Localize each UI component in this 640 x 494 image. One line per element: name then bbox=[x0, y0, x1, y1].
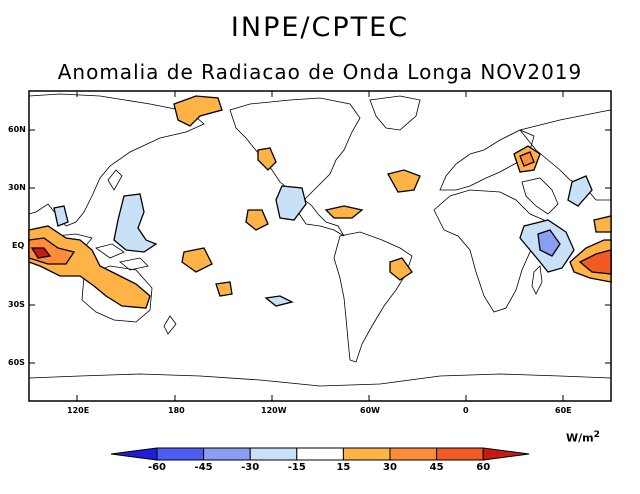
anomaly-east-africa-core bbox=[537, 229, 561, 257]
lat-label-60n: 60N bbox=[8, 125, 26, 134]
institution-title: INPE/CPTEC bbox=[230, 12, 410, 43]
negative-anomalies bbox=[53, 175, 593, 307]
anomaly-aleutians bbox=[173, 95, 223, 127]
anomaly-indonesia-core bbox=[30, 247, 52, 259]
anomaly-indian-ocean-core bbox=[578, 249, 612, 275]
anomaly-west-pacific bbox=[113, 193, 158, 253]
legend-tick-label: -60 bbox=[148, 462, 166, 473]
anomaly-south-pacific-small bbox=[215, 281, 233, 297]
legend-swatch bbox=[249, 447, 298, 461]
color-legend: -60 -45 -30 -15 15 30 45 60 bbox=[110, 447, 530, 473]
unit-exponent: 2 bbox=[593, 430, 600, 440]
anomaly-north-atlantic bbox=[387, 169, 421, 193]
lon-ticks bbox=[76, 91, 564, 401]
map-title: Anomalia de Radiacao de Onda Longa NOV20… bbox=[57, 60, 583, 84]
lat-label-60s: 60S bbox=[8, 358, 25, 367]
legend-swatch-under bbox=[110, 447, 158, 461]
anomaly-middle-east-core bbox=[519, 151, 535, 167]
anomaly-arabian-sea bbox=[593, 215, 612, 233]
anomaly-western-us bbox=[257, 147, 277, 171]
lon-label-60w: 60W bbox=[360, 406, 380, 415]
legend-tick-label: 15 bbox=[336, 462, 350, 473]
positive-anomalies bbox=[28, 95, 612, 309]
lat-label-eq: EQ bbox=[12, 241, 25, 250]
anomaly-central-pacific bbox=[181, 247, 213, 273]
legend-tick-label: 45 bbox=[430, 462, 444, 473]
legend-swatch bbox=[296, 447, 344, 461]
legend-swatch bbox=[389, 447, 438, 461]
legend-swatch bbox=[203, 447, 251, 461]
unit-base: W/m bbox=[566, 431, 594, 445]
legend-tick-label: -45 bbox=[195, 462, 213, 473]
anomaly-south-america bbox=[389, 257, 413, 281]
anomaly-caribbean bbox=[324, 205, 364, 219]
anomaly-mexico bbox=[275, 185, 307, 221]
lon-label-180: 180 bbox=[168, 406, 185, 415]
legend-tick-label: 30 bbox=[383, 462, 397, 473]
legend-tick-label: 60 bbox=[476, 462, 490, 473]
legend-swatch bbox=[436, 447, 484, 461]
legend-swatch-over bbox=[482, 447, 530, 461]
lon-label-120e: 120E bbox=[67, 406, 90, 415]
lon-label-60e: 60E bbox=[555, 406, 572, 415]
lat-label-30n: 30N bbox=[8, 183, 26, 192]
anomaly-india bbox=[567, 175, 593, 207]
legend-swatch bbox=[342, 447, 391, 461]
anomaly-south-pacific bbox=[264, 295, 294, 307]
lon-label-120w: 120W bbox=[261, 406, 287, 415]
legend-tick-label: -15 bbox=[288, 462, 306, 473]
map-frame bbox=[28, 90, 612, 402]
lon-label-0: 0 bbox=[463, 406, 469, 415]
legend-tick-label: -30 bbox=[241, 462, 259, 473]
anomaly-indonesia-australia bbox=[28, 225, 151, 309]
lat-label-30s: 30S bbox=[8, 300, 25, 309]
anomaly-east-pacific bbox=[245, 209, 269, 231]
legend-swatch bbox=[156, 447, 205, 461]
anomaly-south-china-sea bbox=[53, 205, 69, 227]
unit-label: W/m2 bbox=[566, 430, 600, 445]
